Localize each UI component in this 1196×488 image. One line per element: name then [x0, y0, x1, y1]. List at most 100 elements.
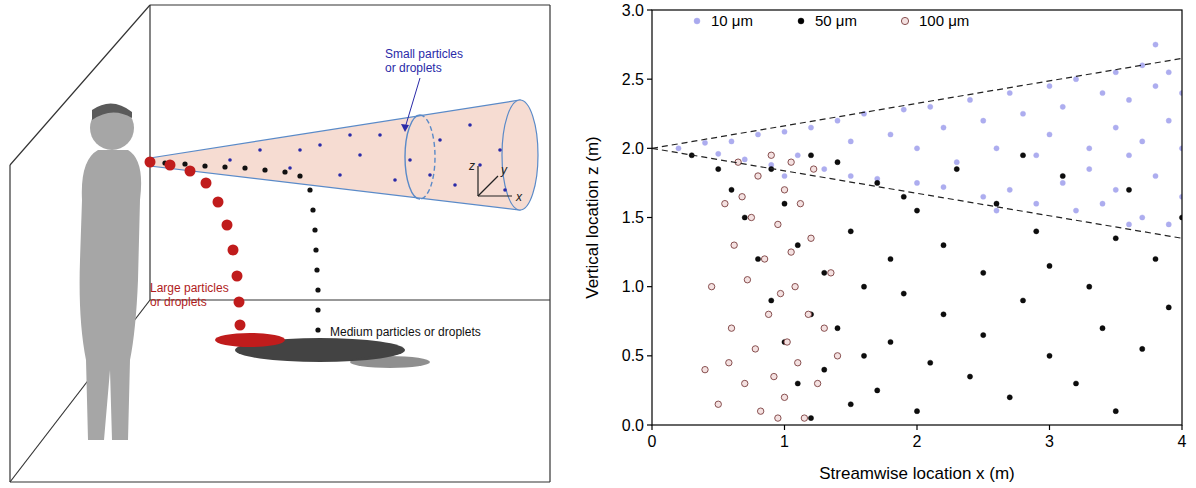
point — [797, 200, 803, 206]
small-droplet — [258, 148, 262, 152]
legend-label: 50 μm — [815, 12, 857, 29]
medium-droplet — [315, 307, 320, 312]
point — [848, 229, 853, 234]
point — [1153, 42, 1158, 47]
diagram-label: Medium particles or droplets — [330, 325, 481, 339]
point — [742, 380, 748, 386]
room-edge — [150, 4, 550, 5]
point — [1140, 215, 1145, 220]
cone-end — [502, 100, 538, 210]
point — [861, 353, 866, 358]
point — [761, 256, 767, 262]
y-tick-label: 0.5 — [622, 347, 644, 364]
point — [861, 284, 866, 289]
large-droplet — [213, 197, 224, 208]
large-droplet — [222, 220, 233, 231]
point — [967, 97, 972, 102]
point — [1020, 298, 1025, 303]
point — [808, 235, 814, 241]
triad-axis — [478, 176, 498, 196]
small-droplet — [358, 153, 362, 157]
legend-marker — [694, 18, 700, 24]
point — [782, 201, 787, 206]
point — [808, 153, 813, 158]
y-tick — [647, 355, 652, 356]
point — [967, 374, 972, 379]
point — [1020, 153, 1025, 158]
medium-droplet — [315, 287, 320, 292]
point — [795, 381, 800, 386]
point — [954, 166, 959, 171]
point — [1113, 70, 1118, 75]
point — [822, 367, 827, 372]
point — [914, 409, 919, 414]
point — [775, 221, 781, 227]
point — [1113, 125, 1118, 130]
room-edge — [9, 165, 10, 482]
point — [941, 184, 946, 189]
point — [981, 194, 986, 199]
point — [805, 311, 811, 317]
point — [1153, 173, 1158, 178]
point — [1126, 153, 1131, 158]
point — [795, 153, 800, 158]
point — [769, 298, 774, 303]
point — [1060, 180, 1065, 185]
point — [722, 200, 728, 206]
point — [777, 290, 783, 296]
room-edge — [549, 5, 550, 482]
x-tick-label: 4 — [1178, 433, 1187, 450]
point — [1073, 77, 1078, 82]
point — [981, 270, 986, 275]
plot-frame — [652, 10, 1182, 425]
point — [888, 339, 893, 344]
point — [729, 187, 734, 192]
point — [1166, 305, 1171, 310]
point — [875, 180, 880, 185]
small-droplet — [393, 178, 397, 182]
point — [1087, 284, 1092, 289]
point — [729, 139, 734, 144]
point — [822, 166, 827, 171]
small-droplet — [318, 143, 322, 147]
point — [914, 208, 919, 213]
point — [739, 194, 745, 200]
triad-label: z — [468, 159, 475, 173]
medium-droplet — [297, 173, 302, 178]
point — [1126, 222, 1131, 227]
point — [1060, 173, 1065, 178]
cone — [150, 100, 520, 210]
y-tick-label: 2.0 — [622, 140, 644, 157]
diagram-label: Large particlesor droplets — [150, 281, 229, 309]
small-droplet — [503, 188, 507, 192]
point — [708, 283, 714, 289]
point — [821, 325, 827, 331]
triad-label: x — [515, 190, 523, 204]
point — [702, 140, 707, 145]
small-droplet — [288, 166, 292, 170]
point — [716, 166, 721, 171]
point — [1087, 146, 1092, 151]
point — [1047, 132, 1052, 137]
point — [901, 194, 906, 199]
point — [752, 346, 758, 352]
person-body — [80, 150, 142, 440]
x-tick — [916, 425, 917, 430]
point — [981, 118, 986, 123]
point — [1113, 409, 1118, 414]
point — [775, 415, 781, 421]
point — [1100, 201, 1105, 206]
point — [901, 291, 906, 296]
point — [715, 401, 721, 407]
y-axis-title: Vertical location z (m) — [583, 136, 602, 299]
small-droplet — [348, 133, 352, 137]
large-droplet — [228, 245, 239, 256]
medium-droplet — [242, 165, 247, 170]
point — [1007, 187, 1012, 192]
point — [1007, 90, 1012, 95]
diagram: xyzSmall particlesor dropletsLarge parti… — [10, 5, 550, 482]
point — [1113, 236, 1118, 241]
point — [792, 283, 798, 289]
boundary-line — [652, 58, 1182, 148]
point — [981, 332, 986, 337]
